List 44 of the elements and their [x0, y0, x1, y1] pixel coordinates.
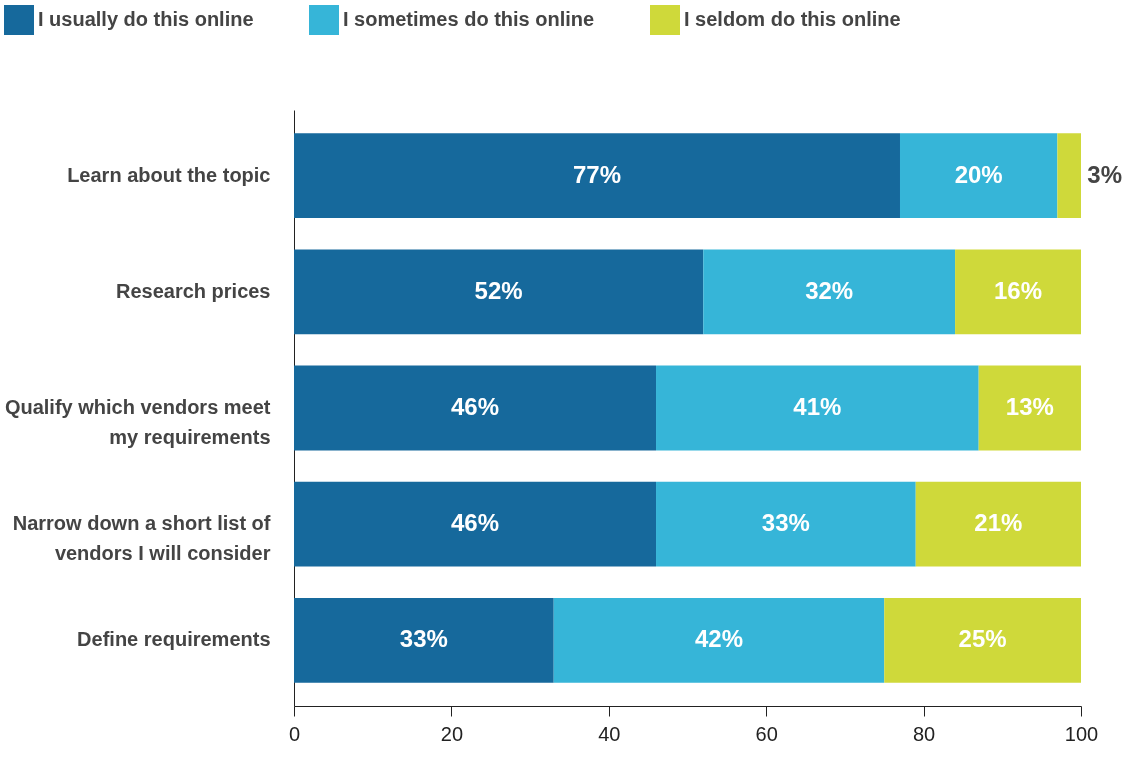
bar	[294, 133, 900, 219]
bar	[703, 249, 956, 335]
data-label: 20%	[954, 160, 1003, 188]
data-label: 13%	[1005, 393, 1054, 420]
bar	[553, 597, 885, 683]
data-label: 77%	[572, 160, 622, 188]
data-label: 46%	[450, 393, 500, 420]
data-label: 42%	[694, 625, 743, 653]
y-tick-label: Narrow down a short list of vendors I will consider	[12, 512, 271, 565]
y-tick-label: Research prices	[115, 279, 271, 302]
y-tick-label: Learn about the topic	[67, 163, 271, 186]
bar	[294, 249, 704, 335]
x-tick-label: 60	[755, 722, 778, 745]
x-tick-label: 40	[598, 722, 621, 745]
x-tick-label: 80	[912, 722, 936, 745]
data-label: 52%	[474, 276, 523, 304]
data-label: 46%	[450, 509, 500, 537]
bar	[915, 481, 1081, 567]
legend-label: I sometimes do this online	[343, 8, 595, 30]
bar	[294, 597, 554, 683]
bar	[656, 481, 916, 567]
bar	[1057, 133, 1081, 219]
data-label: 21%	[974, 509, 1023, 537]
y-tick-label: Qualify which vendors meet my requirements	[4, 396, 271, 448]
data-label: 25%	[958, 625, 1007, 653]
data-label: 33%	[399, 625, 448, 653]
bar	[955, 249, 1081, 335]
legend-label: I usually do this online	[38, 8, 254, 30]
bar	[294, 365, 657, 451]
x-tick-label: 0	[288, 722, 301, 745]
bar	[978, 365, 1081, 451]
x-tick-label: 100	[1064, 722, 1099, 745]
bar	[884, 597, 1081, 683]
data-label: 41%	[793, 393, 842, 420]
data-label: 33%	[761, 509, 810, 537]
bar	[656, 365, 979, 451]
data-label: 16%	[994, 276, 1043, 304]
bar	[899, 133, 1058, 219]
x-tick-label: 20	[440, 722, 464, 745]
data-label: 3%	[1087, 160, 1122, 188]
y-tick-label: Define requirements	[77, 628, 271, 651]
data-label: 32%	[805, 276, 854, 304]
bar	[294, 481, 657, 567]
legend-label: I seldom do this online	[684, 8, 901, 30]
